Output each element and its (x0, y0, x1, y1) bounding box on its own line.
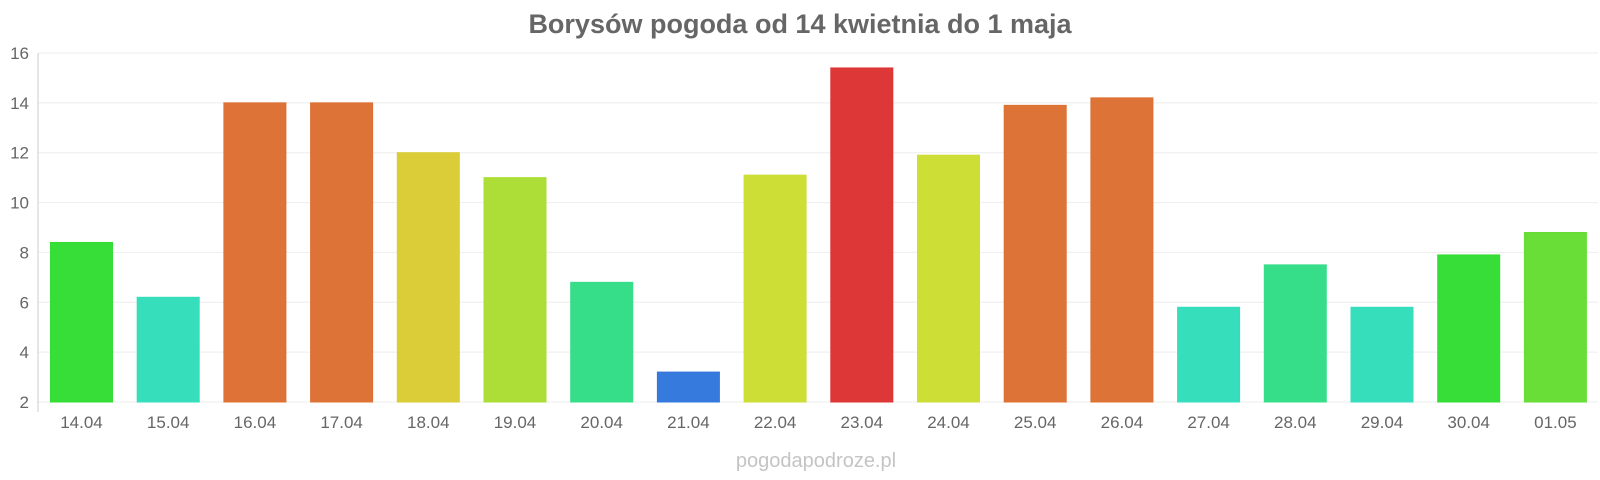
x-tick-label: 29.04 (1361, 413, 1404, 432)
x-tick-label: 14.04 (60, 413, 103, 432)
gridlines (38, 52, 1598, 403)
x-tick-label: 28.04 (1274, 413, 1317, 432)
y-tick-label: 16 (10, 44, 29, 63)
x-tick-label: 26.04 (1101, 413, 1144, 432)
bar-01.05 (1523, 231, 1587, 403)
bar-20.04 (570, 281, 634, 403)
x-tick-label: 19.04 (494, 413, 537, 432)
y-tick-label: 4 (20, 343, 29, 362)
x-tick-label: 30.04 (1447, 413, 1490, 432)
y-tick-label: 6 (20, 293, 29, 312)
bar-22.04 (743, 174, 807, 403)
y-tick-label: 14 (10, 94, 29, 113)
bar-30.04 (1437, 254, 1501, 403)
x-tick-label: 23.04 (841, 413, 884, 432)
bar-26.04 (1090, 97, 1154, 403)
y-axis-ticks: 2 4 6 8 10 12 14 16 (10, 44, 29, 412)
x-tick-label: 16.04 (234, 413, 277, 432)
x-tick-label: 15.04 (147, 413, 190, 432)
x-tick-label: 25.04 (1014, 413, 1057, 432)
x-tick-label: 24.04 (927, 413, 970, 432)
x-tick-label: 17.04 (320, 413, 363, 432)
bar-27.04 (1177, 306, 1241, 403)
x-tick-label: 27.04 (1187, 413, 1230, 432)
y-tick-label: 2 (20, 393, 29, 412)
x-tick-label: 01.05 (1534, 413, 1577, 432)
x-tick-label: 18.04 (407, 413, 450, 432)
y-tick-label: 8 (20, 243, 29, 262)
y-tick-label: 12 (10, 144, 29, 163)
bar-17.04 (310, 102, 374, 403)
bar-29.04 (1350, 306, 1414, 403)
bars (50, 67, 1587, 403)
bar-18.04 (396, 152, 460, 403)
bar-15.04 (136, 296, 200, 403)
bar-25.04 (1003, 104, 1067, 403)
chart-title: Borysów pogoda od 14 kwietnia do 1 maja (528, 9, 1072, 39)
bar-19.04 (483, 177, 547, 403)
bar-23.04 (830, 67, 894, 403)
bar-24.04 (917, 154, 980, 403)
x-axis-ticks: 14.04 15.04 16.04 17.04 18.04 19.04 20.04 21.04… (60, 413, 1576, 432)
x-tick-label: 22.04 (754, 413, 797, 432)
bar-28.04 (1263, 264, 1327, 403)
y-tick-label: 10 (10, 194, 29, 213)
bar-14.04 (50, 241, 113, 403)
x-tick-label: 21.04 (667, 413, 710, 432)
bar-16.04 (223, 102, 287, 403)
watermark: pogodapodroze.pl (736, 450, 896, 472)
x-tick-label: 20.04 (580, 413, 623, 432)
bar-21.04 (656, 371, 720, 403)
